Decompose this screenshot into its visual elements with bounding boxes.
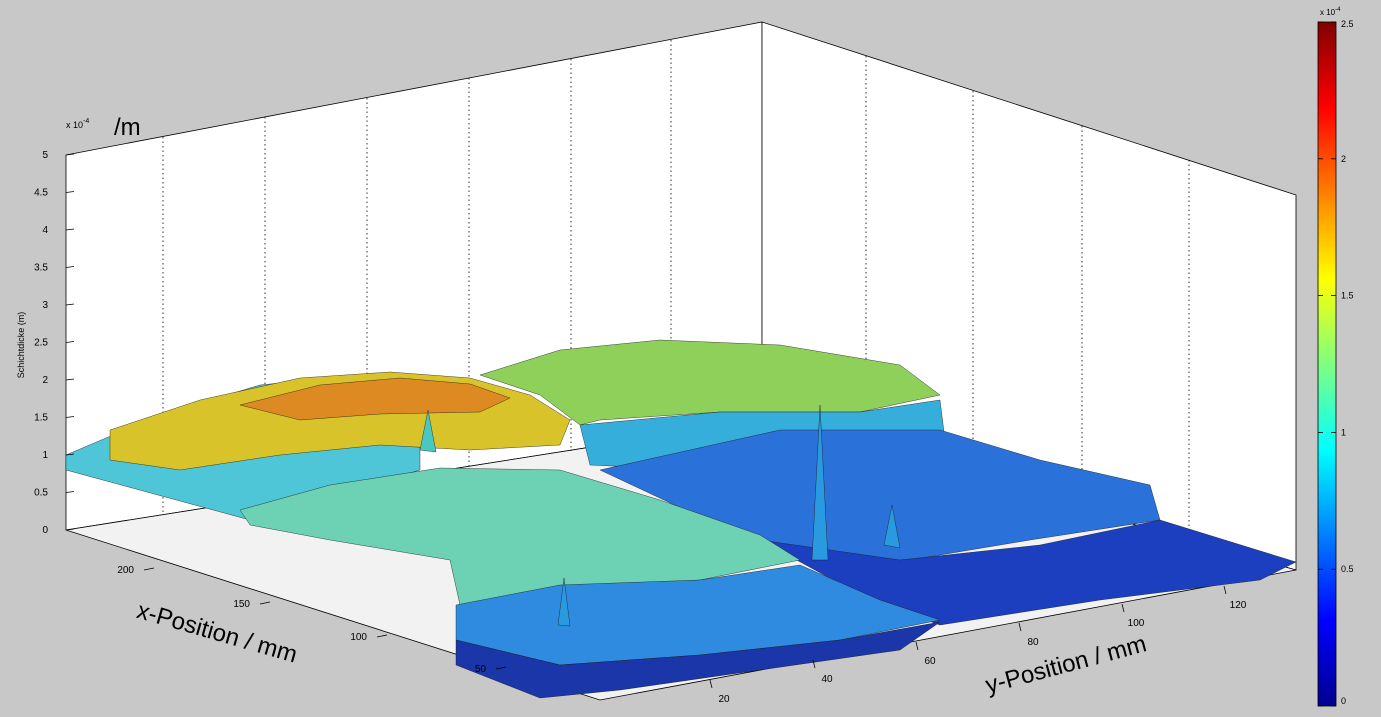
- z-tick-label: 2: [42, 375, 48, 386]
- z-tick-label: 1.5: [34, 413, 48, 424]
- z-tick-label: 4: [42, 225, 48, 236]
- surface-patch: [455, 621, 941, 699]
- x-tick-label: 50: [475, 664, 487, 675]
- z-unit-annotation: /m: [114, 114, 141, 141]
- x-tick-mark: [259, 601, 271, 605]
- z-exponent-label: x 10-4: [66, 118, 89, 130]
- z-tick-label: 5: [42, 150, 48, 161]
- surface-patch: [479, 339, 941, 426]
- z-tick-label: 1: [42, 450, 48, 461]
- x-tick-label: 100: [350, 632, 367, 643]
- z-tick-mark: [65, 341, 75, 343]
- y-tick-mark: [812, 659, 816, 669]
- x-tick-label: 200: [117, 565, 134, 576]
- z-tick-mark: [65, 416, 75, 418]
- z-tick-mark: [65, 228, 75, 231]
- z-tick-label: 2.5: [34, 338, 48, 349]
- x-axis-ticks: 50 100 150 200: [117, 565, 507, 675]
- colorbar-tick-label: 2.5: [1341, 19, 1354, 29]
- surface-spike: [811, 404, 829, 561]
- y-tick-mark: [915, 641, 919, 651]
- y-tick-label: 120: [1230, 600, 1247, 611]
- y-tick-label: 40: [821, 674, 833, 685]
- y-axis-label: y-Position / mm: [983, 630, 1150, 699]
- colorbar-tick-label: 1: [1341, 427, 1346, 437]
- colorbar-exponent-label: x 10-4: [1320, 7, 1341, 17]
- z-tick-label: 0.5: [34, 488, 48, 499]
- surface-patch: [239, 377, 511, 421]
- y-tick-label: 60: [924, 656, 936, 667]
- surface-spike: [557, 577, 571, 627]
- z-axis-ticks: 0 0.5 1 1.5 2 2.5 3 3.5 4 4.5 5: [34, 150, 75, 536]
- surface-spike: [419, 409, 437, 453]
- colorbar-tick-label: 2: [1341, 154, 1346, 164]
- y-axis-ticks: 20 40 60 80 100 120: [709, 585, 1247, 705]
- z-tick-mark: [65, 528, 75, 531]
- z-tick-mark: [65, 266, 75, 268]
- z-tick-mark: [65, 153, 75, 156]
- z-tick-label: 3: [42, 300, 48, 311]
- z-tick-mark: [65, 191, 75, 193]
- y-tick-label: 20: [718, 694, 730, 705]
- colorbar: [1317, 21, 1337, 707]
- z-tick-label: 3.5: [34, 263, 48, 274]
- x-tick-mark: [495, 666, 507, 670]
- y-tick-label: 80: [1027, 637, 1039, 648]
- z-tick-mark: [65, 303, 75, 306]
- colorbar-tick-label: 0.5: [1341, 564, 1354, 574]
- z-tick-mark: [65, 491, 75, 493]
- y-tick-mark: [1018, 622, 1022, 632]
- x-tick-mark: [143, 567, 155, 571]
- surface-spike: [883, 504, 901, 549]
- colorbar-tick-label: 1.5: [1341, 291, 1354, 301]
- z-tick-label: 0: [42, 525, 48, 536]
- colorbar-ticks: 0 0.5 1 1.5 2 2.5: [1318, 19, 1354, 707]
- y-tick-mark: [1121, 603, 1125, 613]
- y-tick-label: 100: [1128, 618, 1145, 629]
- x-tick-mark: [376, 634, 388, 638]
- surface-mesh: [65, 339, 1297, 699]
- z-tick-mark: [65, 453, 75, 456]
- z-axis-label: Schichtdicke (m): [16, 312, 26, 379]
- y-tick-mark: [709, 679, 713, 689]
- x-tick-label: 150: [233, 599, 250, 610]
- colorbar-tick-label: 0: [1341, 696, 1346, 706]
- x-axis-label: x-Position / mm: [134, 597, 300, 669]
- z-tick-label: 4.5: [34, 188, 48, 199]
- z-tick-mark: [65, 378, 75, 381]
- y-tick-mark: [1223, 585, 1227, 595]
